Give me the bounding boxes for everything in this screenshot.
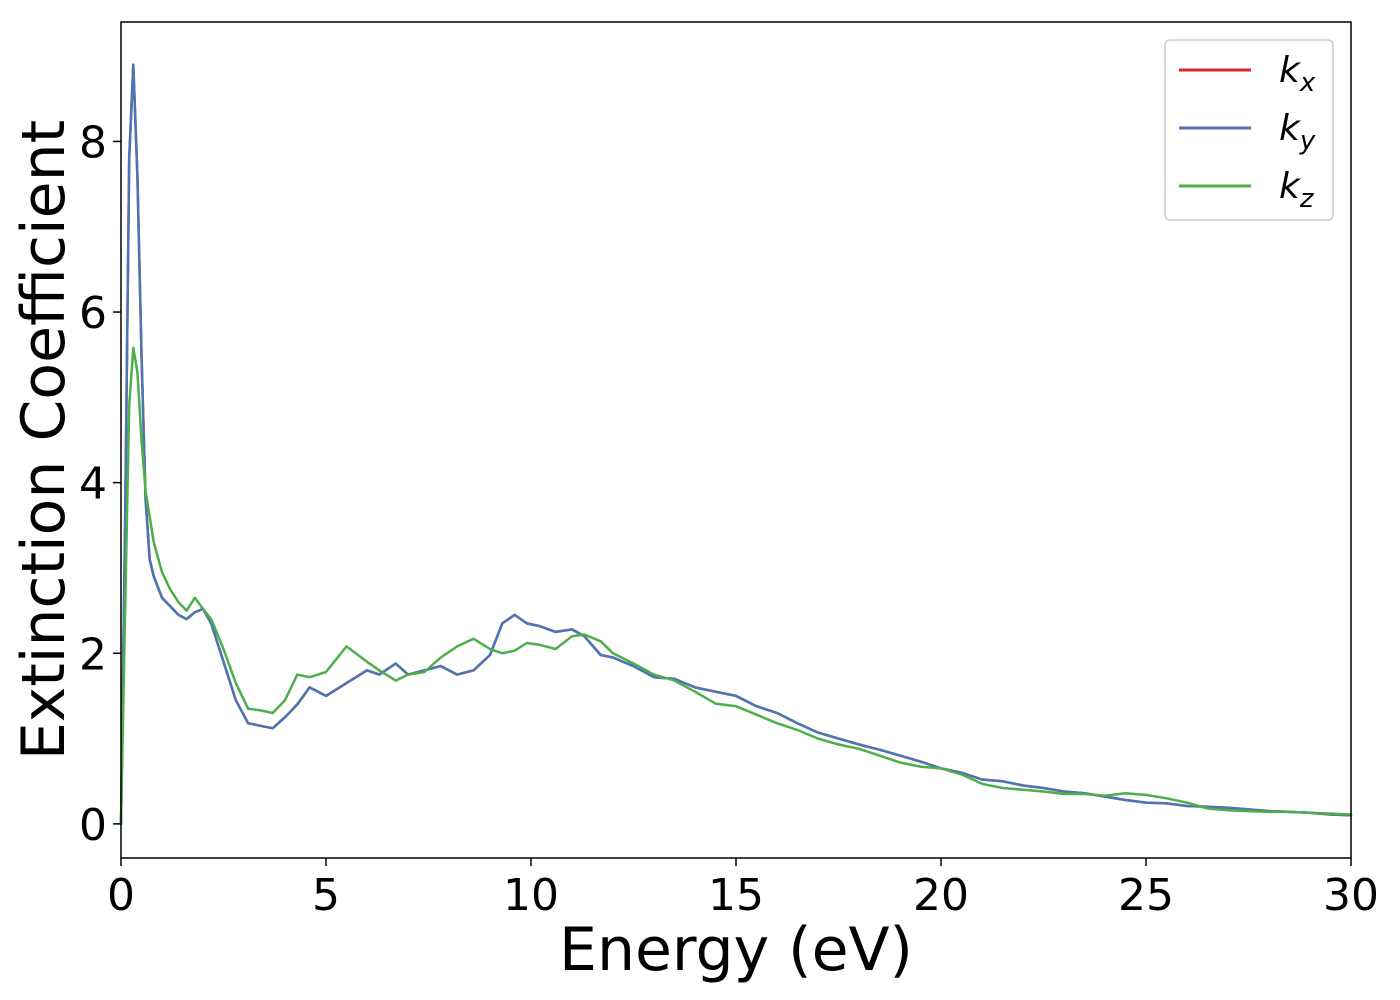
y-axis: 0 2 4 6 8 [79,117,121,851]
y-tick-label: 2 [79,629,107,680]
y-tick-label: 6 [79,288,107,339]
x-axis-label: Energy (eV) [559,915,913,985]
y-tick-label: 0 [79,800,107,851]
x-axis: 0 5 10 15 20 25 30 [107,858,1379,921]
x-tick-label: 0 [107,870,135,921]
series-layer [119,63,1353,826]
x-tick-label: 20 [913,870,969,921]
y-axis-label: Extinction Coefficient [9,120,79,760]
y-tick-label: 4 [79,459,107,510]
legend-label-y: ky [1279,108,1316,156]
series-line-z [119,346,1353,826]
legend-label-z: kz [1279,166,1315,214]
x-tick-label: 10 [503,870,559,921]
legend-label-x: kx [1279,50,1316,98]
x-tick-label: 25 [1118,870,1174,921]
legend: kx ky kz [1164,39,1334,221]
x-tick-label: 30 [1323,870,1379,921]
x-tick-label: 5 [312,870,340,921]
x-tick-label: 15 [708,870,764,921]
legend-box [1164,39,1334,221]
y-tick-label: 8 [79,117,107,168]
plot-background [121,22,1351,858]
